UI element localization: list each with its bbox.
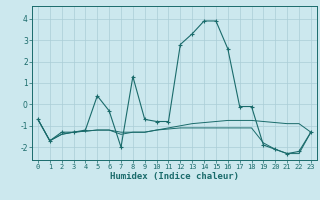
X-axis label: Humidex (Indice chaleur): Humidex (Indice chaleur) — [110, 172, 239, 181]
